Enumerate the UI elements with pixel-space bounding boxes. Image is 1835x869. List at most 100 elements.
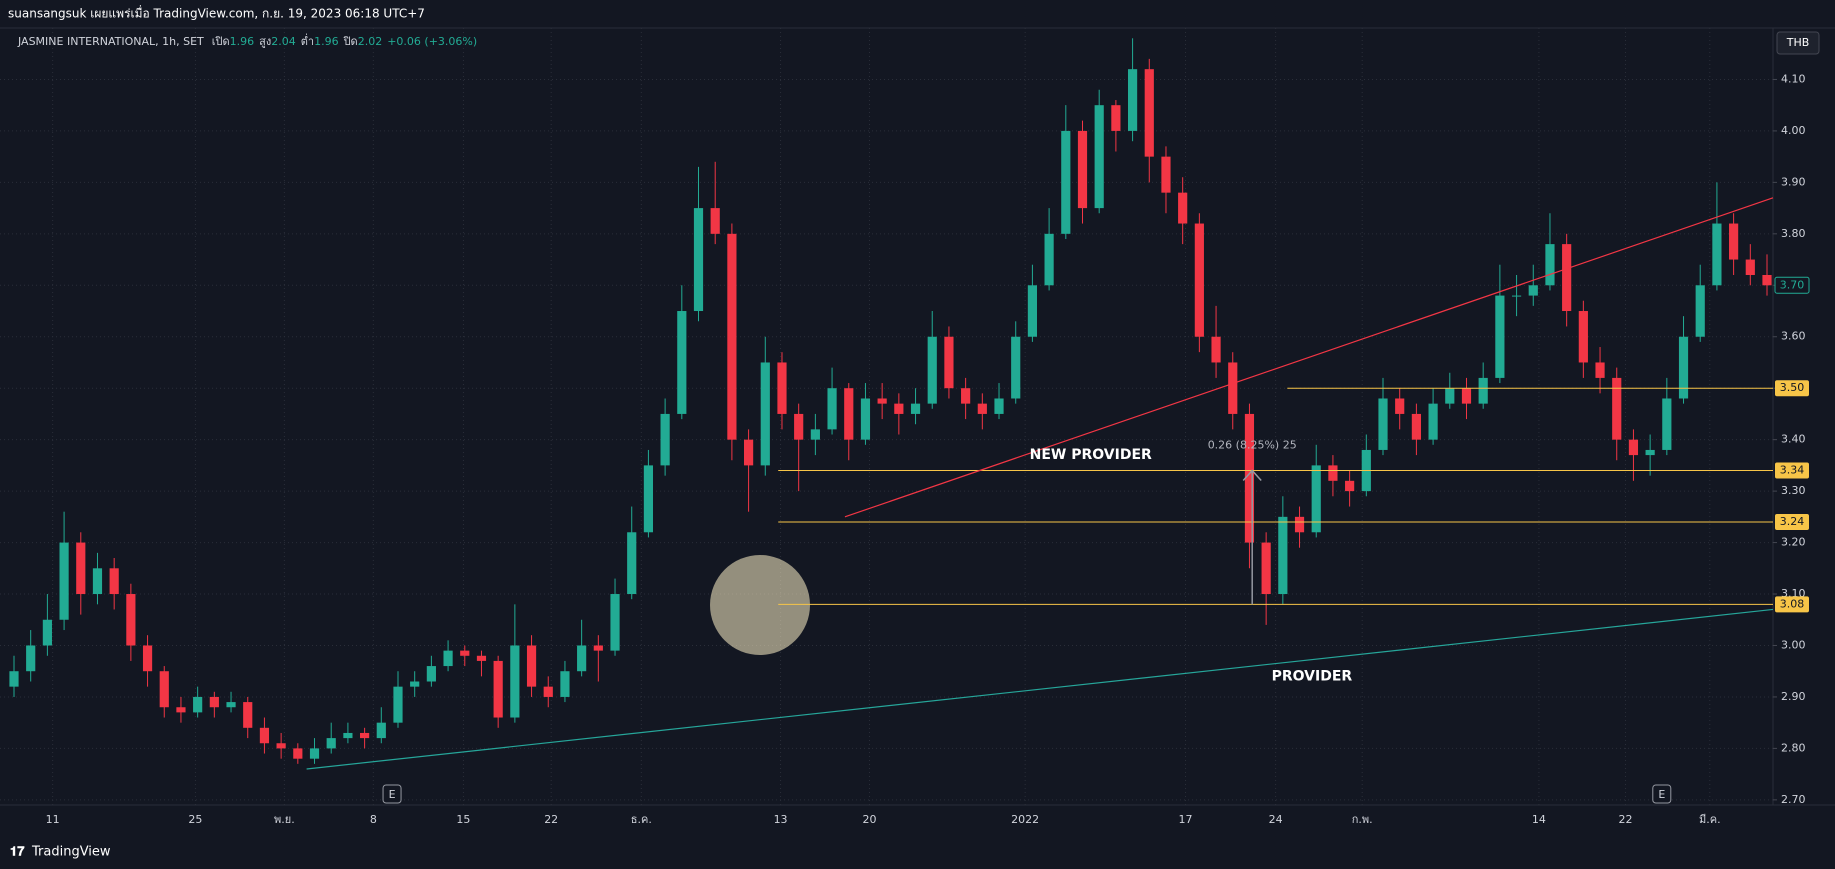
candle-body [1545, 244, 1555, 286]
candle-body [1328, 465, 1338, 481]
candle-body [660, 413, 670, 466]
legend-label: ปิด [342, 35, 357, 48]
candle-body [376, 722, 386, 739]
candle-body [877, 398, 887, 404]
x-tick-label: 14 [1532, 813, 1546, 826]
candle-body [1261, 542, 1271, 595]
candle-body [961, 388, 971, 404]
candle-body [1612, 377, 1622, 440]
candle-body [159, 671, 169, 708]
candle-body [1228, 362, 1238, 414]
candle-body [710, 208, 720, 234]
candle-body [176, 707, 186, 713]
candle-body [844, 388, 854, 440]
candle-body [543, 686, 553, 697]
candle-body [243, 702, 253, 728]
x-tick-label: 24 [1269, 813, 1283, 826]
x-tick-label: พ.ย. [274, 813, 295, 826]
level-price-label: 3.08 [1780, 597, 1805, 610]
x-tick-label: ธ.ค. [631, 813, 652, 826]
y-tick-label: 3.20 [1781, 536, 1806, 549]
measure-label: 0.26 (8.25%) 25 [1208, 439, 1297, 452]
currency-box[interactable] [1776, 31, 1820, 55]
legend-value: 2.04 [271, 35, 296, 48]
legend-title: JASMINE INTERNATIONAL, 1h, SET [17, 35, 204, 48]
candles [9, 38, 1772, 764]
trendline [844, 197, 1774, 518]
candle-body [343, 732, 353, 739]
legend-value: 1.96 [314, 35, 339, 48]
logo-mark: 𝟏𝟕 [10, 845, 25, 860]
candle-body [994, 398, 1004, 414]
candle-body [1194, 223, 1204, 337]
y-tick-label: 2.70 [1781, 793, 1806, 806]
candle-body [1511, 295, 1522, 297]
candle-body [1178, 192, 1188, 224]
candle-body [1745, 259, 1755, 275]
candle-body [526, 645, 537, 687]
candle-body [927, 336, 937, 404]
level-price-box [1775, 596, 1809, 613]
candle-body [1027, 285, 1038, 337]
y-tick-label: 3.60 [1781, 330, 1806, 343]
legend-value: 1.96 [230, 35, 255, 48]
y-tick-label: 2.80 [1781, 741, 1806, 754]
candle-body [1345, 480, 1355, 492]
candle-body [1294, 516, 1305, 533]
x-tick-label: 20 [863, 813, 877, 826]
candle-body [360, 732, 370, 739]
legend-change: +0.06 (+3.06%) [387, 35, 477, 48]
candle-body [1461, 388, 1472, 404]
y-tick-label: 3.30 [1781, 484, 1806, 497]
level-price-label: 3.24 [1780, 515, 1805, 528]
legend-label: สูง [259, 35, 271, 48]
candle-body [209, 696, 219, 708]
measure-arrowhead [1242, 469, 1262, 482]
candle-body [426, 666, 436, 682]
candle-body [1562, 244, 1572, 312]
header-text: suansangsuk เผยแพร่เมื่อ TradingView.com… [8, 5, 425, 21]
candle-body [860, 398, 871, 440]
candle-body [1762, 274, 1772, 286]
candle-body [677, 311, 687, 414]
y-tick-label: 4.10 [1781, 72, 1806, 85]
candle-body [59, 542, 69, 620]
candle-body [1094, 105, 1104, 209]
x-tick-label: 22 [1619, 813, 1633, 826]
candle-body [142, 645, 153, 672]
candle-body [42, 619, 52, 646]
candle-body [476, 655, 487, 661]
candle-body [1445, 388, 1455, 404]
y-tick-label: 4.00 [1781, 124, 1806, 137]
level-price-box [1775, 462, 1809, 479]
candle-body [1311, 465, 1321, 533]
legend-value: 2.02 [358, 35, 383, 48]
candle-body [693, 208, 704, 312]
candle-body [259, 727, 270, 744]
annotation: NEW PROVIDER [1030, 447, 1152, 463]
x-tick-label: 17 [1178, 813, 1192, 826]
event-box [382, 784, 402, 804]
event-box [1652, 784, 1672, 804]
annotation: PROVIDER [1272, 668, 1353, 684]
candle-body [1628, 439, 1639, 456]
x-tick-label: 2022 [1011, 813, 1039, 826]
candle-body [26, 645, 36, 672]
candle-body [1044, 233, 1054, 286]
last-price-label: 3.70 [1780, 278, 1805, 291]
candle-body [760, 362, 770, 466]
candle-body [1695, 285, 1705, 337]
candle-body [1011, 336, 1021, 399]
candle-body [193, 696, 203, 713]
candle-body [1662, 398, 1672, 450]
candle-body [460, 650, 470, 656]
candle-body [443, 650, 453, 667]
level-price-label: 3.34 [1780, 464, 1805, 477]
footer: 𝟏𝟕 TradingView [10, 845, 111, 860]
candle-body [1495, 295, 1505, 378]
candle-body [293, 748, 303, 759]
candle-body [126, 594, 136, 646]
candle-body [894, 403, 904, 414]
candle-body [1144, 69, 1154, 157]
